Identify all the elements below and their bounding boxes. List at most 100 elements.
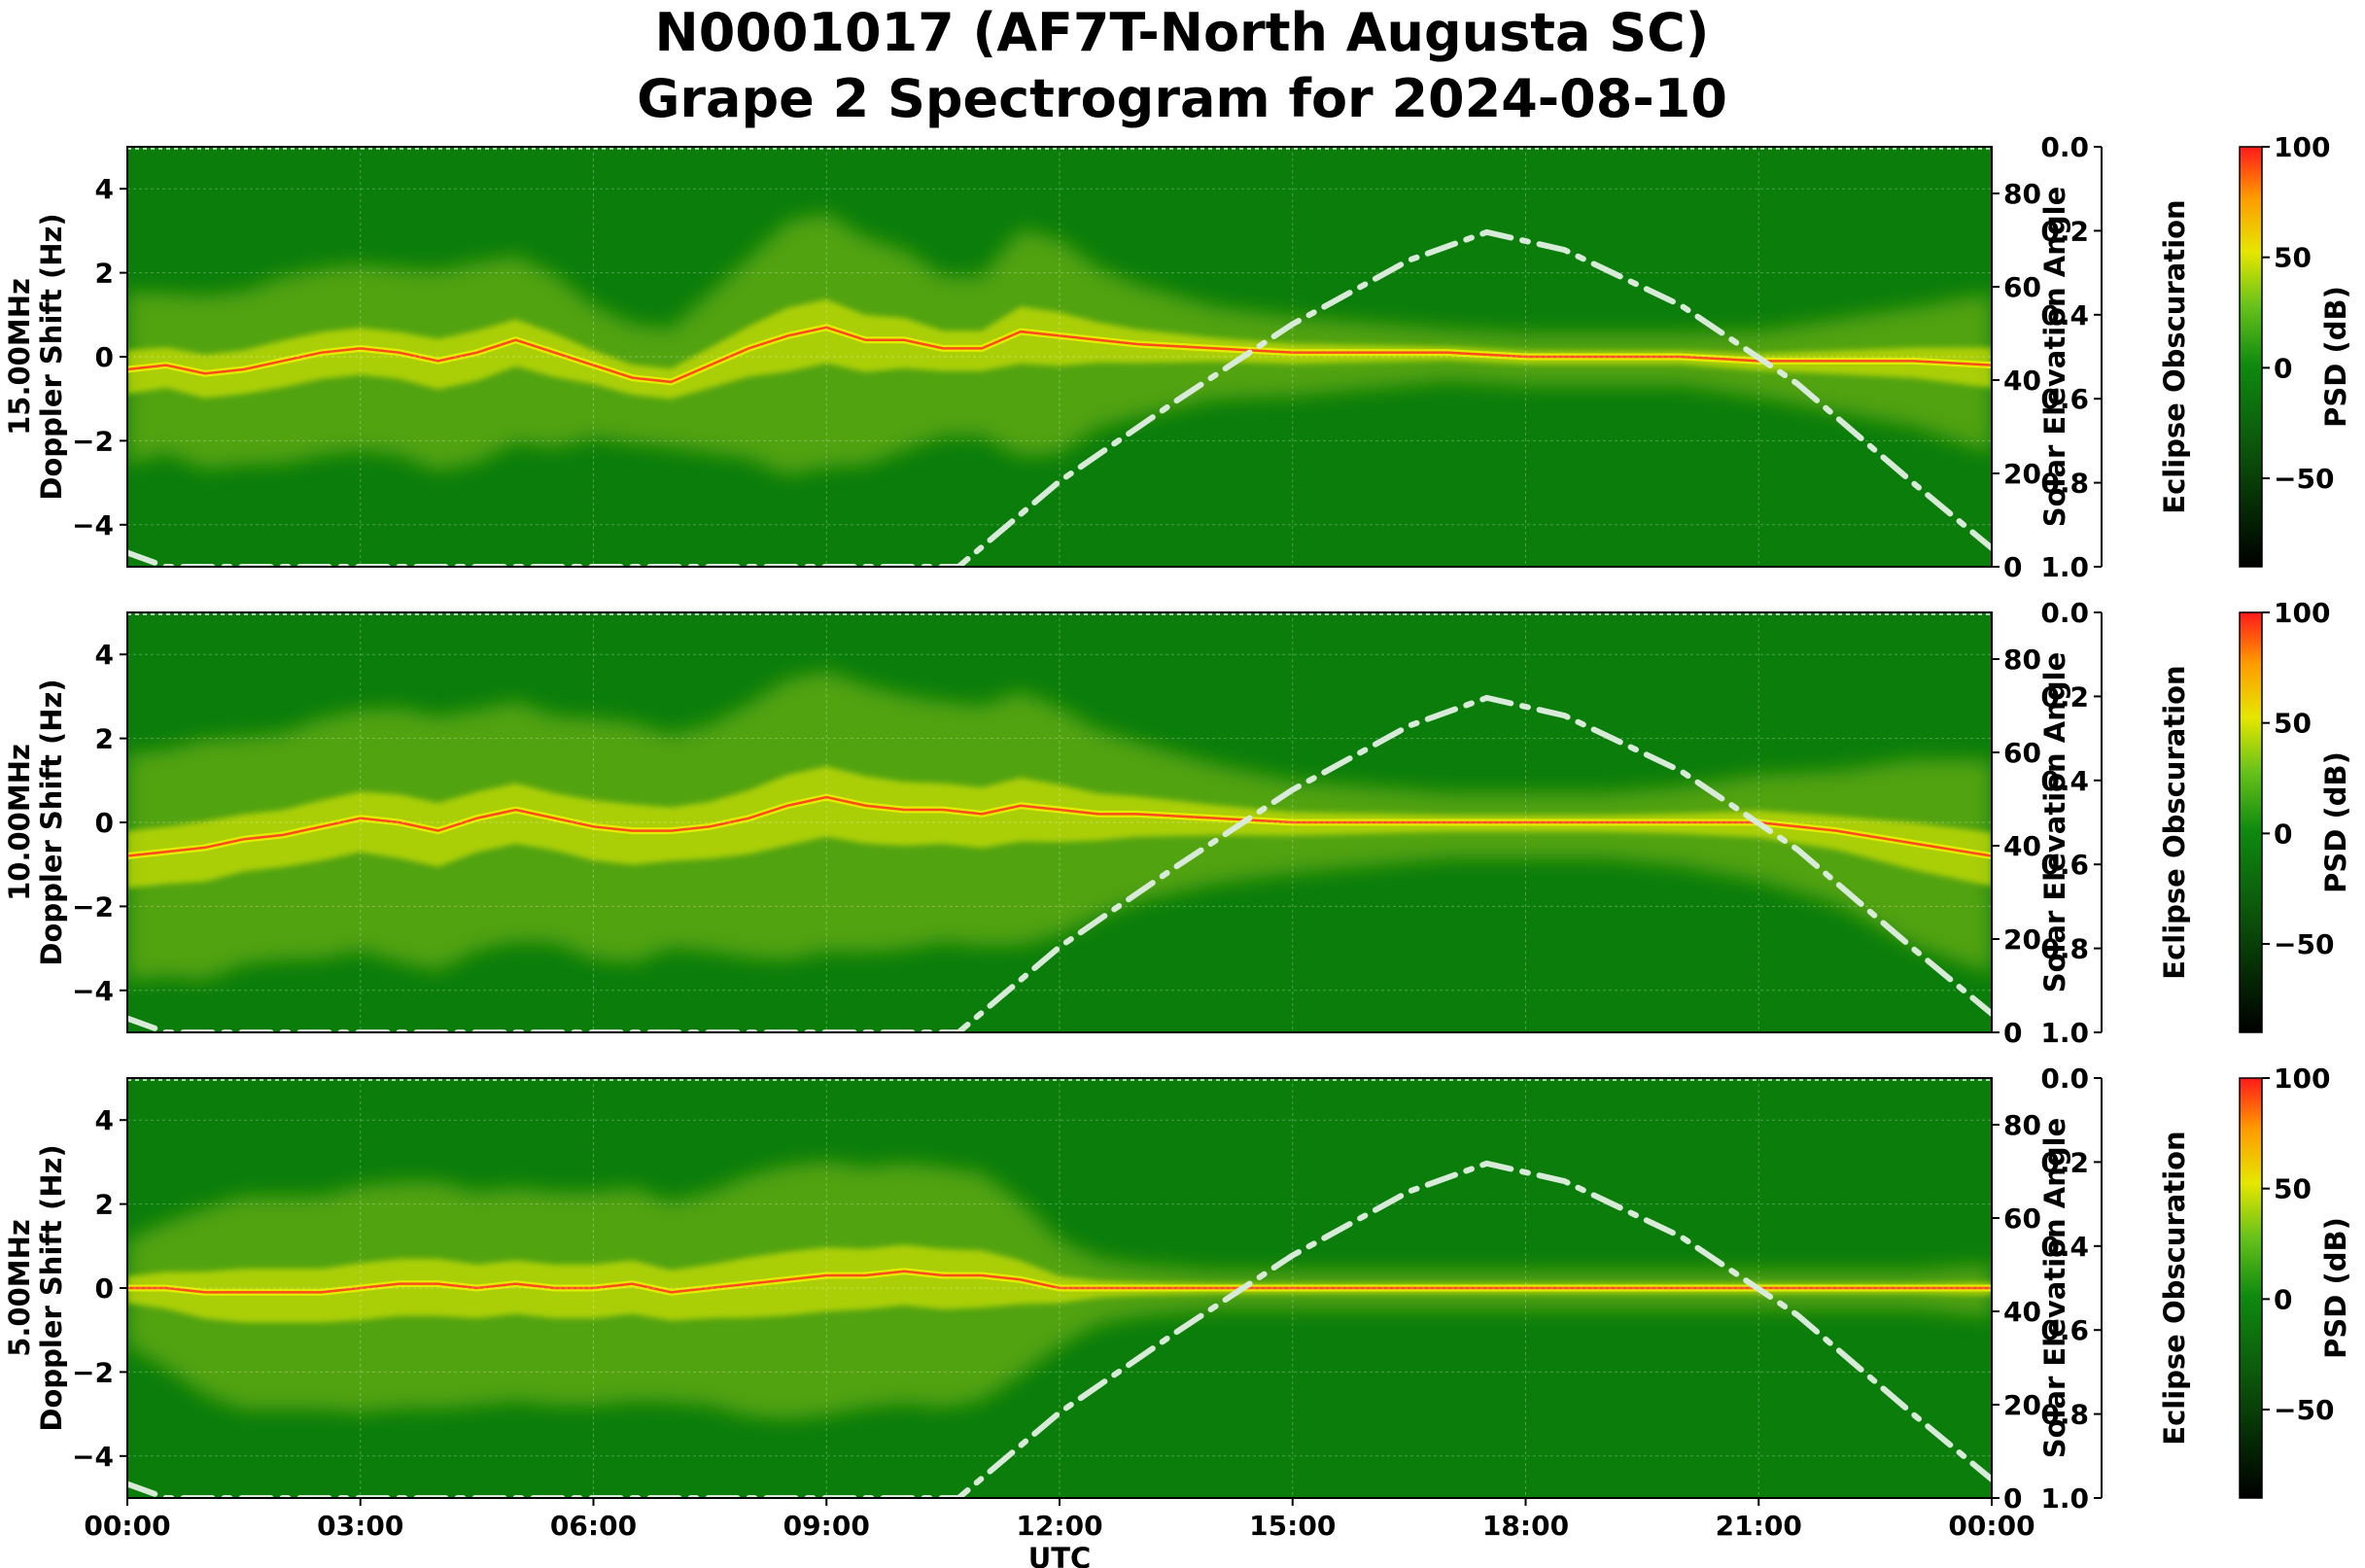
y-axis-label-doppler: Doppler Shift (Hz) <box>35 213 68 500</box>
eclipse-tick-label: 0.6 <box>2040 1314 2089 1346</box>
solar-tick-label: 0 <box>2003 551 2022 583</box>
solar-tick-label: 80 <box>2003 178 2041 210</box>
y-tick-label: −4 <box>72 509 114 541</box>
eclipse-obscuration-axis-label: Eclipse Obscuration <box>2158 1131 2191 1445</box>
x-tick-label: 15:00 <box>1249 1510 1336 1542</box>
colorbar-tick-label: 100 <box>2274 597 2330 629</box>
y-tick-label: 4 <box>95 639 114 671</box>
eclipse-tick-label: 0.2 <box>2040 680 2089 713</box>
eclipse-obscuration-axis-label: Eclipse Obscuration <box>2158 199 2191 513</box>
y-tick-label: 0 <box>95 1272 114 1305</box>
spectrogram-panel: 420−2−45.00MHz Doppler Shift (Hz)80604020… <box>3 1063 2352 1515</box>
doppler-trace <box>127 326 1992 384</box>
solar-tick-label: 80 <box>2003 1109 2041 1141</box>
y-axis-label-frequency: 5.00MHz <box>3 1219 36 1357</box>
doppler-trace <box>127 1270 1992 1294</box>
spectrogram-strong-energy <box>127 766 1992 889</box>
solar-elevation-axis-label: Solar Elevation Angle <box>2038 1118 2071 1459</box>
solar-tick-label: 20 <box>2003 1389 2041 1421</box>
solar-tick-label: 20 <box>2003 923 2041 956</box>
eclipse-tick-label: 0.0 <box>2040 1063 2089 1095</box>
eclipse-tick-label: 1.0 <box>2040 1017 2089 1049</box>
eclipse-tick-label: 0.4 <box>2040 1231 2089 1263</box>
solar-tick-label: 20 <box>2003 458 2041 490</box>
y-tick-label: 2 <box>95 258 114 290</box>
colorbar-tick-label: 50 <box>2274 242 2312 274</box>
x-tick-label: 12:00 <box>1016 1510 1102 1542</box>
colorbar-label: PSD (dB) <box>2319 1217 2352 1359</box>
colorbar-tick-label: 100 <box>2274 131 2330 163</box>
x-tick-label: 03:00 <box>317 1510 403 1542</box>
colorbar <box>2239 146 2263 568</box>
y-tick-label: 0 <box>95 807 114 839</box>
x-tick-label: 18:00 <box>1482 1510 1569 1542</box>
y-tick-label: −4 <box>72 975 114 1007</box>
eclipse-tick-label: 1.0 <box>2040 1482 2089 1515</box>
spectrogram-panel: 420−2−415.00MHz Doppler Shift (Hz)8060402… <box>3 131 2352 583</box>
x-tick-label: 00:00 <box>84 1510 170 1542</box>
solar-tick-label: 60 <box>2003 737 2041 769</box>
spectrogram-panel: 420−2−410.00MHz Doppler Shift (Hz)8060402… <box>3 597 2352 1049</box>
colorbar-tick-label: 100 <box>2274 1063 2330 1095</box>
colorbar-tick-label: −50 <box>2274 928 2334 960</box>
eclipse-tick-label: 0.0 <box>2040 131 2089 163</box>
solar-tick-label: 0 <box>2003 1482 2022 1515</box>
colorbar-tick-label: 50 <box>2274 1173 2312 1205</box>
solar-tick-label: 40 <box>2003 830 2041 862</box>
x-axis-label: UTC <box>1028 1542 1092 1568</box>
y-tick-label: 4 <box>95 1104 114 1136</box>
eclipse-tick-label: 0.6 <box>2040 383 2089 415</box>
y-tick-label: 4 <box>95 173 114 205</box>
panel-plot-area <box>127 612 1992 1032</box>
eclipse-tick-label: 1.0 <box>2040 551 2089 583</box>
x-tick-label: 21:00 <box>1716 1510 1802 1542</box>
panel-plot-area <box>127 147 1992 567</box>
spectrogram-strong-energy <box>127 299 1992 400</box>
colorbar-tick-label: 0 <box>2274 818 2292 850</box>
eclipse-obscuration-axis-label: Eclipse Obscuration <box>2158 665 2191 979</box>
solar-tick-label: 40 <box>2003 1296 2041 1328</box>
eclipse-tick-label: 0.6 <box>2040 849 2089 881</box>
solar-elevation-axis-label: Solar Elevation Angle <box>2038 652 2071 993</box>
colorbar-label: PSD (dB) <box>2319 751 2352 893</box>
colorbar-tick-label: −50 <box>2274 463 2334 495</box>
colorbar-tick-label: 0 <box>2274 1283 2292 1315</box>
x-tick-label: 06:00 <box>550 1510 637 1542</box>
solar-tick-label: 80 <box>2003 644 2041 676</box>
eclipse-tick-label: 0.8 <box>2040 468 2089 500</box>
y-axis-label-frequency: 10.00MHz <box>3 744 36 901</box>
y-axis-label-doppler: Doppler Shift (Hz) <box>35 679 68 965</box>
solar-elevation-curve <box>127 1160 1992 1498</box>
solar-tick-label: 60 <box>2003 1202 2041 1235</box>
y-tick-label: −2 <box>72 1356 114 1388</box>
chart-title-line2: Grape 2 Spectrogram for 2024-08-10 <box>637 68 1727 129</box>
solar-tick-label: 60 <box>2003 271 2041 303</box>
spectrogram-strong-energy <box>127 1244 1992 1323</box>
eclipse-tick-label: 0.8 <box>2040 1399 2089 1431</box>
eclipse-tick-label: 0.8 <box>2040 933 2089 965</box>
eclipse-tick-label: 0.4 <box>2040 765 2089 797</box>
solar-tick-label: 40 <box>2003 365 2041 397</box>
y-tick-label: 2 <box>95 1189 114 1221</box>
y-tick-label: −4 <box>72 1441 114 1473</box>
eclipse-tick-label: 0.2 <box>2040 215 2089 247</box>
y-axis-label-frequency: 15.00MHz <box>3 278 36 436</box>
eclipse-tick-label: 0.4 <box>2040 299 2089 331</box>
panel-plot-area <box>127 1078 1992 1498</box>
solar-tick-label: 0 <box>2003 1017 2022 1049</box>
colorbar-tick-label: −50 <box>2274 1394 2334 1426</box>
solar-elevation-axis-label: Solar Elevation Angle <box>2038 187 2071 528</box>
y-axis-label-doppler: Doppler Shift (Hz) <box>35 1144 68 1431</box>
y-tick-label: −2 <box>72 425 114 457</box>
colorbar <box>2239 611 2263 1033</box>
colorbar-tick-label: 0 <box>2274 352 2292 384</box>
y-tick-label: −2 <box>72 890 114 923</box>
y-tick-label: 0 <box>95 341 114 373</box>
chart-title-line1: N0001017 (AF7T-North Augusta SC) <box>655 2 1710 63</box>
eclipse-tick-label: 0.2 <box>2040 1146 2089 1178</box>
solar-elevation-curve <box>127 694 1992 1032</box>
x-tick-label: 09:00 <box>783 1510 870 1542</box>
eclipse-tick-label: 0.0 <box>2040 597 2089 629</box>
doppler-trace <box>127 795 1992 857</box>
